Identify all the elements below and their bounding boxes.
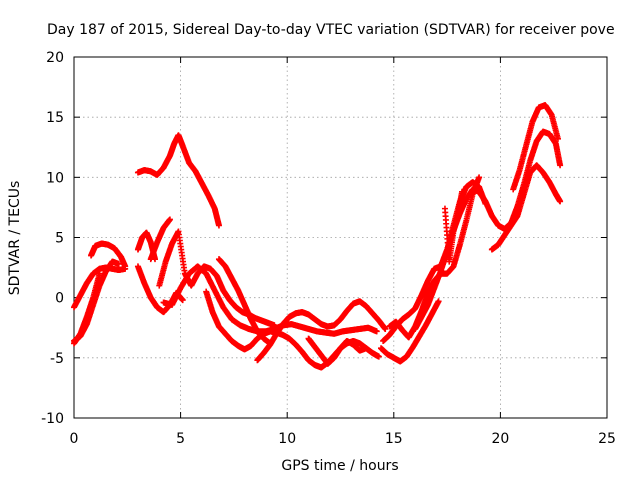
tick-layer: 0 5 10 15 20 25 -10 -5 0 5 10 15 20 (41, 50, 616, 447)
y-tick-label: 15 (46, 110, 64, 126)
y-tick-label: 10 (46, 170, 64, 186)
series-track-h (147, 216, 173, 263)
series-track-e (134, 132, 222, 229)
series-track-i (156, 228, 278, 329)
data-point (122, 263, 129, 270)
y-tick-label: 20 (46, 50, 64, 66)
data-layer (71, 102, 564, 371)
data-point (96, 270, 103, 277)
series-track-o (378, 298, 442, 365)
series-track-j (160, 263, 380, 337)
data-point (166, 216, 173, 223)
data-point (554, 135, 561, 142)
series-track-t (510, 102, 561, 193)
data-point (115, 260, 122, 267)
data-point (215, 222, 222, 229)
y-tick-label: -5 (50, 351, 64, 367)
series-track-u (441, 188, 466, 265)
x-tick-label: 20 (491, 431, 509, 447)
series-track-m (254, 298, 389, 364)
series-track-c (71, 270, 103, 347)
data-point (363, 345, 370, 352)
x-tick-label: 25 (598, 431, 616, 447)
series-track-l (215, 256, 274, 347)
series-track-s (488, 162, 564, 253)
data-point (179, 297, 186, 304)
x-tick-label: 5 (176, 431, 185, 447)
data-point (557, 162, 564, 169)
chart-title: Day 187 of 2015, Sidereal Day-to-day VTE… (47, 22, 615, 38)
series-track-r (412, 128, 564, 332)
x-tick-label: 0 (70, 431, 79, 447)
series-track-n (305, 335, 370, 367)
data-point (382, 325, 389, 332)
data-point (373, 328, 380, 335)
y-tick-label: -10 (41, 411, 64, 427)
series-track-d (88, 240, 129, 270)
y-axis-label: SDTVAR / TECUs (7, 181, 23, 296)
y-tick-label: 5 (55, 231, 64, 247)
y-tick-label: 0 (55, 291, 64, 307)
data-point (557, 198, 564, 205)
data-point (459, 188, 466, 195)
data-point (476, 174, 483, 181)
x-tick-label: 15 (385, 431, 403, 447)
x-axis-label: GPS time / hours (281, 458, 398, 474)
x-tick-label: 10 (278, 431, 296, 447)
data-point (435, 298, 442, 305)
data-point (375, 353, 382, 360)
grid-layer (74, 57, 607, 418)
